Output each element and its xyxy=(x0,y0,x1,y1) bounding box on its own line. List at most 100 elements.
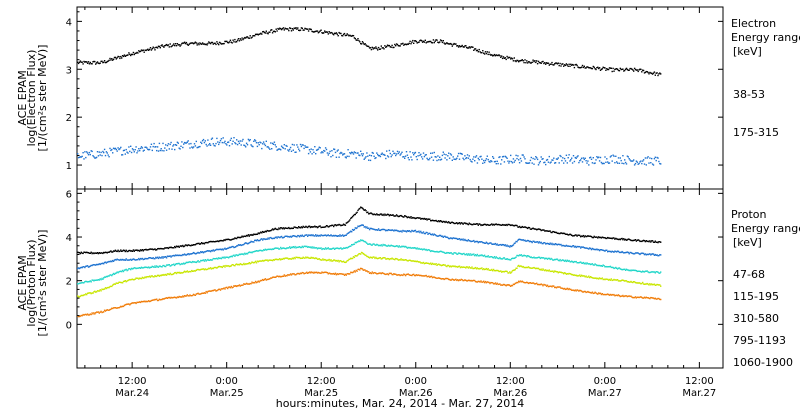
proton-point xyxy=(413,273,415,276)
proton-point xyxy=(193,294,196,296)
proton-point xyxy=(440,250,443,253)
proton-point xyxy=(343,247,346,249)
proton-point xyxy=(620,251,622,254)
proton-ylabel-instrument: ACE EPAM xyxy=(16,255,29,310)
proton-point xyxy=(522,281,524,283)
x-ticks: 12:00Mar.240:00Mar.2512:00Mar.250:00Mar.… xyxy=(84,7,716,399)
proton-point xyxy=(468,222,470,224)
proton-point xyxy=(324,234,326,236)
electron-point xyxy=(178,147,180,149)
proton-point xyxy=(339,224,341,226)
proton-point xyxy=(472,240,474,242)
proton-point xyxy=(335,224,338,227)
proton-point xyxy=(255,233,258,235)
proton-point xyxy=(594,263,596,265)
proton-point xyxy=(381,272,383,274)
proton-point xyxy=(642,252,644,254)
proton-point xyxy=(436,250,438,253)
proton-point xyxy=(515,224,517,227)
proton-point xyxy=(657,284,659,286)
proton-point xyxy=(367,243,369,245)
proton-point xyxy=(636,282,638,284)
proton-point xyxy=(565,273,568,275)
proton-point xyxy=(491,243,493,245)
proton-point xyxy=(554,231,557,234)
proton-point xyxy=(510,224,512,227)
proton-point xyxy=(573,274,576,276)
electron-point xyxy=(270,142,272,144)
proton-point xyxy=(192,261,195,263)
electron-point xyxy=(508,162,510,164)
proton-point xyxy=(561,232,563,234)
proton-point xyxy=(296,256,298,259)
proton-point xyxy=(237,244,240,246)
proton-point xyxy=(315,247,318,249)
electron-point xyxy=(619,67,621,70)
electron-point xyxy=(265,140,267,142)
electron-point xyxy=(430,152,432,154)
proton-point xyxy=(642,281,644,284)
electron-point xyxy=(231,143,233,145)
proton-point xyxy=(536,229,538,231)
proton-point xyxy=(104,276,107,278)
proton-point xyxy=(557,243,559,245)
proton-point xyxy=(602,264,604,266)
electron-point xyxy=(375,157,377,159)
electron-point xyxy=(645,70,647,73)
proton-point xyxy=(486,223,488,226)
proton-point xyxy=(403,216,405,218)
electron-point xyxy=(656,72,658,74)
proton-point xyxy=(110,308,112,310)
proton-point xyxy=(104,310,107,312)
electron-point xyxy=(395,153,398,155)
proton-point xyxy=(251,281,253,283)
proton-point xyxy=(240,236,242,238)
electron-point xyxy=(112,58,115,60)
electron-point xyxy=(590,158,593,160)
proton-point xyxy=(356,227,358,229)
proton-point xyxy=(507,272,509,274)
proton-point xyxy=(557,232,559,234)
proton-point xyxy=(607,250,610,252)
proton-point xyxy=(572,274,575,276)
electron-point xyxy=(236,40,238,43)
proton-point xyxy=(293,273,295,275)
proton-point xyxy=(645,283,647,285)
proton-point xyxy=(648,253,650,255)
proton-point xyxy=(333,247,335,249)
proton-point xyxy=(646,240,648,243)
electron-point xyxy=(656,156,658,159)
electron-point xyxy=(396,150,399,153)
proton-point xyxy=(279,228,281,230)
proton-point xyxy=(581,262,584,264)
electron-point xyxy=(402,42,404,45)
proton-point xyxy=(157,266,160,268)
proton-point xyxy=(350,257,352,259)
electron-point xyxy=(395,154,397,157)
proton-point xyxy=(443,220,445,223)
proton-point xyxy=(148,276,150,278)
proton-point xyxy=(321,226,323,228)
electron-point xyxy=(254,35,256,37)
proton-point xyxy=(115,282,117,284)
proton-point xyxy=(587,290,589,293)
proton-point xyxy=(610,266,612,269)
electron-point xyxy=(515,60,517,63)
proton-point xyxy=(629,239,631,241)
electron-point xyxy=(575,63,577,66)
proton-point xyxy=(321,271,323,273)
proton-point xyxy=(229,256,232,258)
proton-point xyxy=(598,264,601,267)
proton-point xyxy=(263,259,266,262)
proton-point xyxy=(617,238,620,241)
electron-point xyxy=(209,42,211,44)
electron-point xyxy=(633,67,636,70)
proton-point xyxy=(78,252,81,254)
proton-point xyxy=(568,259,570,262)
proton-point xyxy=(602,278,604,281)
proton-point xyxy=(227,265,230,267)
proton-point xyxy=(489,282,491,285)
electron-point xyxy=(165,149,168,151)
proton-point xyxy=(647,271,649,273)
electron-point xyxy=(195,42,197,44)
